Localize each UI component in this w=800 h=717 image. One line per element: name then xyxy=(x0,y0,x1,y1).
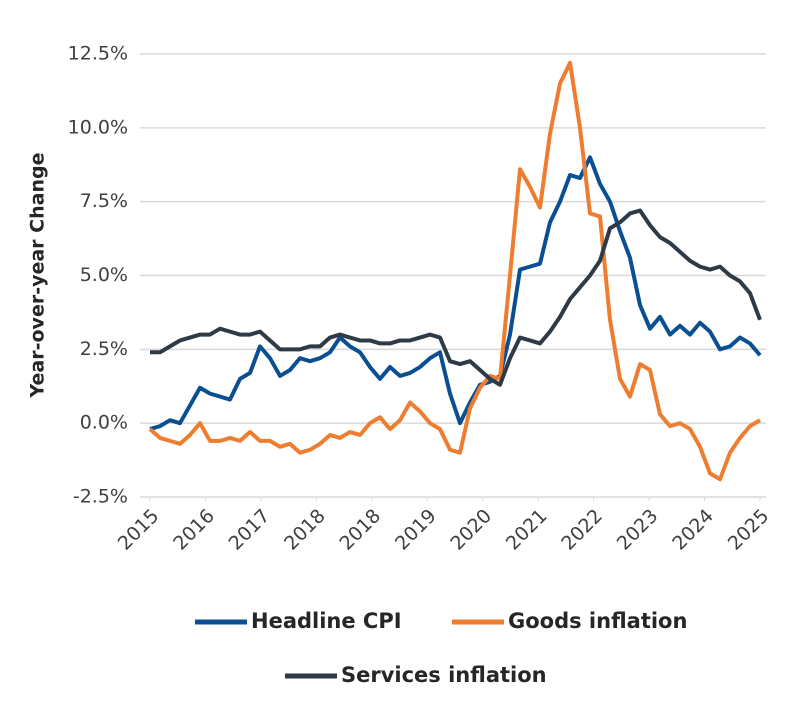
y-tick-label: 2.5% xyxy=(80,338,128,360)
series-line xyxy=(149,155,762,431)
y-tick-label: 5.0% xyxy=(80,264,128,286)
x-tick-label: 2017 xyxy=(225,505,275,555)
x-tick-label: 2018 xyxy=(335,505,385,555)
x-tick-label: 2025 xyxy=(724,505,774,555)
y-tick-label: 12.5% xyxy=(68,43,128,65)
x-tick-label: 2018 xyxy=(280,505,330,555)
series-line xyxy=(150,208,762,387)
x-tick-label: 2023 xyxy=(613,505,663,555)
x-tick-label: 2020 xyxy=(446,505,496,555)
y-tick-label: -2.5% xyxy=(73,486,128,508)
y-tick-label: 7.5% xyxy=(80,190,128,212)
y-axis-label: Year-over-year Change xyxy=(27,153,49,399)
x-tick-label: 2015 xyxy=(114,505,164,555)
x-tick-label: 2022 xyxy=(557,505,607,555)
legend-label: Headline CPI xyxy=(251,609,402,633)
x-tick-label: 2019 xyxy=(391,505,441,555)
x-tick-label: 2021 xyxy=(502,505,552,555)
series-line xyxy=(148,60,762,482)
x-tick-label: 2016 xyxy=(169,505,219,555)
y-tick-label: 10.0% xyxy=(68,116,128,138)
legend-label: Goods inflation xyxy=(508,609,687,633)
x-tick-label: 2024 xyxy=(668,505,718,555)
y-tick-label: 0.0% xyxy=(80,412,128,434)
legend-label: Services inflation xyxy=(341,663,547,687)
